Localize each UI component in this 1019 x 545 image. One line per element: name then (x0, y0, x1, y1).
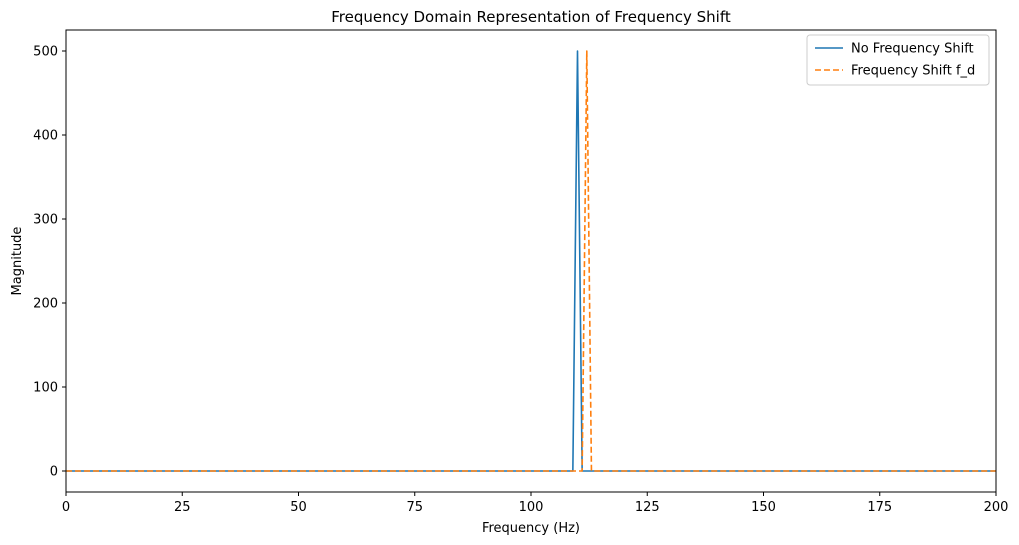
y-axis: 0 100 200 300 400 500 (33, 45, 66, 480)
legend-box (806, 34, 990, 86)
y-tick-label: 100 (33, 381, 58, 396)
plot-area (66, 50, 996, 472)
y-tick-label: 0 (50, 465, 58, 480)
x-tick-label: 175 (867, 500, 892, 515)
x-tick-label: 50 (290, 500, 307, 515)
x-axis-label: Frequency (Hz) (482, 521, 580, 536)
legend: No Frequency Shift Frequency Shift f_d (806, 34, 990, 86)
x-axis: 0 25 50 75 100 125 150 175 200 (62, 492, 1009, 515)
y-tick-label: 400 (33, 129, 58, 144)
x-tick-label: 150 (751, 500, 776, 515)
legend-label-1: No Frequency Shift (851, 42, 974, 57)
y-axis-label: Magnitude (10, 227, 25, 296)
x-tick-label: 75 (406, 500, 423, 515)
series-line-2 (66, 50, 996, 472)
y-tick-label: 200 (33, 297, 58, 312)
x-tick-label: 100 (519, 500, 544, 515)
x-tick-label: 125 (635, 500, 660, 515)
x-tick-label: 25 (174, 500, 191, 515)
y-tick-label: 500 (33, 45, 58, 60)
x-tick-label: 200 (984, 500, 1009, 515)
chart-title: Frequency Domain Representation of Frequ… (331, 8, 731, 26)
y-tick-label: 300 (33, 213, 58, 228)
legend-label-2: Frequency Shift f_d (851, 64, 975, 79)
x-tick-label: 0 (62, 500, 70, 515)
